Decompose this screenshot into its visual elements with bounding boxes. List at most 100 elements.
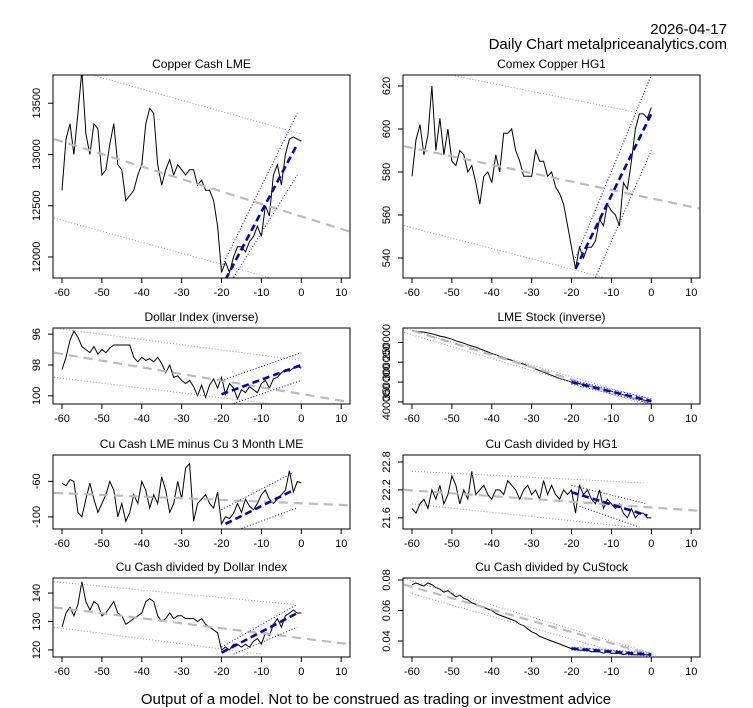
x-tick-label: -10: [603, 413, 619, 425]
x-tick-label: -60: [404, 287, 420, 299]
y-tick-label: -100: [31, 506, 43, 528]
plot-area: [53, 462, 350, 529]
price-line: [61, 581, 302, 651]
trend-line: [233, 174, 298, 278]
y-tick-label: 620: [381, 77, 393, 95]
x-tick-label: -60: [54, 413, 70, 425]
trend-line: [571, 379, 652, 400]
x-tick-label: 0: [648, 666, 654, 678]
x-tick-label: -30: [174, 413, 190, 425]
trend-line: [403, 332, 647, 404]
x-tick-label: -10: [603, 287, 619, 299]
x-tick-label: 10: [335, 666, 347, 678]
trend-line: [403, 225, 608, 278]
price-line: [411, 471, 652, 519]
x-tick-label: -50: [94, 287, 110, 299]
x-tick-label: -20: [214, 666, 230, 678]
plot-area: [403, 578, 652, 657]
y-tick-label: 400000: [381, 384, 393, 421]
y-tick-label: 0.04: [381, 630, 393, 651]
x-tick-label: -20: [564, 538, 580, 550]
x-tick-label: -60: [404, 413, 420, 425]
chart-source: Daily Chart metalpriceanalytics.com: [489, 36, 727, 53]
plot-area: [53, 328, 350, 404]
trend-line: [451, 75, 644, 115]
chart-date: 2026-04-17: [650, 21, 727, 38]
trend-line: [53, 491, 350, 507]
x-tick-label: -40: [484, 666, 500, 678]
x-tick-label: -30: [174, 666, 190, 678]
trend-line: [575, 75, 652, 259]
x-tick-label: 0: [648, 287, 654, 299]
x-tick-label: -40: [484, 538, 500, 550]
plot-frame: [402, 74, 701, 279]
price-line: [61, 330, 302, 401]
plot-frame: [402, 327, 701, 405]
trend-line: [53, 351, 350, 404]
plot-frame: [402, 577, 701, 658]
trend-line: [571, 649, 652, 657]
x-tick-label: -20: [214, 538, 230, 550]
trend-line: [571, 484, 648, 505]
trend-line: [221, 113, 298, 268]
x-tick-label: -10: [603, 666, 619, 678]
plot-frame: [52, 577, 351, 658]
x-tick-label: -30: [524, 287, 540, 299]
y-tick-label: 96: [31, 328, 43, 340]
x-tick-label: 10: [685, 538, 697, 550]
x-tick-label: -20: [564, 413, 580, 425]
x-tick-label: -30: [524, 413, 540, 425]
trend-line: [53, 217, 270, 278]
y-tick-label: 540: [381, 249, 393, 267]
panel-title: LME Stock (inverse): [497, 310, 605, 324]
x-tick-label: -30: [524, 538, 540, 550]
plot-area: [403, 75, 700, 278]
x-tick-label: -10: [253, 413, 269, 425]
x-tick-label: 10: [335, 538, 347, 550]
trend-line: [411, 329, 652, 404]
x-tick-label: -40: [134, 666, 150, 678]
x-tick-label: -60: [404, 538, 420, 550]
plot-frame: [402, 454, 701, 530]
trend-line: [571, 646, 652, 654]
trend-line: [403, 328, 652, 401]
y-tick-label: 0.06: [381, 600, 393, 621]
trend-line: [53, 328, 302, 361]
x-tick-label: -50: [94, 538, 110, 550]
trend-line: [53, 138, 350, 233]
y-tick-label: 560: [381, 206, 393, 224]
trend-line: [571, 647, 652, 656]
y-tick-label: 130: [31, 612, 43, 630]
price-line: [61, 75, 302, 275]
x-tick-label: -10: [253, 287, 269, 299]
trend-line: [53, 606, 350, 646]
x-tick-label: -60: [54, 287, 70, 299]
trend-line: [403, 145, 700, 210]
trend-line: [53, 626, 262, 655]
y-tick-label: 120: [31, 641, 43, 659]
trend-line: [595, 150, 652, 278]
trend-line: [403, 578, 652, 654]
x-tick-label: 0: [298, 287, 304, 299]
y-tick-label: 21.6: [381, 507, 393, 528]
x-tick-label: 10: [685, 666, 697, 678]
trend-line: [53, 376, 277, 404]
x-tick-label: -40: [134, 413, 150, 425]
y-tick-label: 0.08: [381, 569, 393, 590]
x-tick-label: -50: [444, 413, 460, 425]
trend-line: [221, 363, 302, 396]
panel-title: Comex Copper HG1: [497, 57, 606, 71]
y-tick-label: 350000: [381, 364, 393, 401]
x-tick-label: -60: [404, 666, 420, 678]
price-line: [61, 462, 302, 526]
price-line: [411, 85, 652, 269]
y-tick-label: 22.8: [381, 451, 393, 472]
x-tick-label: -40: [134, 287, 150, 299]
trend-line: [571, 380, 652, 403]
y-tick-label: 100: [31, 387, 43, 405]
y-tick-label: 140: [31, 584, 43, 602]
x-tick-label: -40: [484, 287, 500, 299]
x-tick-label: -50: [444, 538, 460, 550]
trend-line: [221, 352, 302, 381]
trend-line: [411, 593, 632, 657]
